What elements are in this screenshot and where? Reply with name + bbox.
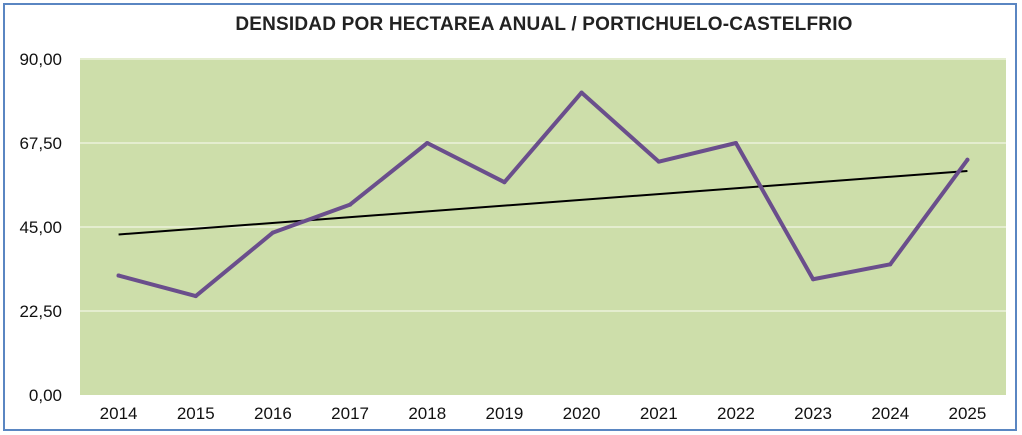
x-tick-label: 2017 <box>331 404 369 423</box>
trendline <box>118 170 968 236</box>
x-tick-label: 2021 <box>640 404 678 423</box>
data-point <box>811 277 816 282</box>
x-axis-ticks: 2014 2015 2016 2017 2018 2019 2020 2021 2022 2023… <box>100 404 987 423</box>
data-point <box>270 230 275 235</box>
x-tick-label: 2018 <box>408 404 446 423</box>
y-tick-label: 67,50 <box>19 134 62 153</box>
data-point <box>888 262 893 267</box>
x-tick-label: 2025 <box>949 404 987 423</box>
x-tick-label: 2020 <box>563 404 601 423</box>
gridlines <box>80 58 1006 312</box>
x-tick-label: 2015 <box>177 404 215 423</box>
y-axis-ticks: 0,00 22,50 45,00 67,50 90,00 <box>19 50 62 405</box>
y-tick-label: 90,00 <box>19 50 62 69</box>
data-point <box>502 180 507 185</box>
data-point <box>425 141 430 145</box>
data-point <box>579 90 584 95</box>
x-tick-label: 2024 <box>871 404 909 423</box>
data-point <box>656 159 661 164</box>
data-points <box>116 90 970 299</box>
x-tick-label: 2016 <box>254 404 292 423</box>
x-tick-label: 2014 <box>100 404 138 423</box>
y-tick-label: 22,50 <box>19 302 62 321</box>
y-tick-label: 45,00 <box>19 218 62 237</box>
x-tick-label: 2019 <box>486 404 524 423</box>
y-tick-label: 0,00 <box>29 386 62 405</box>
x-tick-label: 2023 <box>794 404 832 423</box>
chart-title: DENSIDAD POR HECTAREA ANUAL / PORTICHUEL… <box>235 14 853 35</box>
series-line <box>116 90 970 299</box>
data-point <box>348 202 353 207</box>
data-point <box>116 273 121 278</box>
data-point <box>193 294 198 299</box>
data-point <box>733 141 738 145</box>
data-point <box>965 157 970 162</box>
x-tick-label: 2022 <box>717 404 755 423</box>
